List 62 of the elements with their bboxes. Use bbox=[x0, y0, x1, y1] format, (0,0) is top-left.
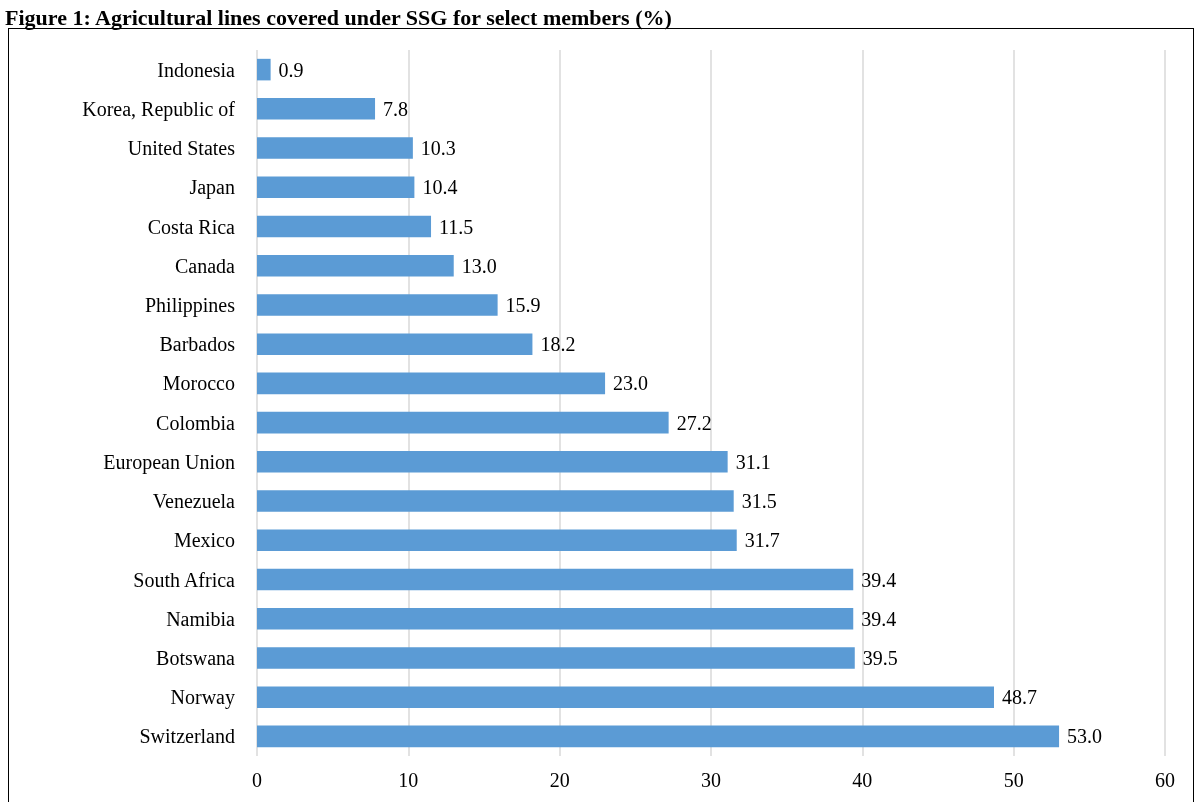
data-label: 10.4 bbox=[422, 176, 458, 199]
data-label: 31.1 bbox=[735, 450, 771, 473]
bar bbox=[257, 686, 994, 708]
bar bbox=[257, 137, 413, 159]
x-tick-label: 20 bbox=[549, 769, 570, 791]
bar bbox=[257, 333, 533, 355]
bar bbox=[257, 215, 432, 238]
x-tick-label: 0 bbox=[252, 769, 262, 791]
x-tick-label: 10 bbox=[398, 769, 419, 791]
data-label: 10.3 bbox=[420, 137, 456, 160]
bar bbox=[257, 176, 415, 199]
y-tick-label: Canada bbox=[175, 254, 236, 277]
data-label: 0.9 bbox=[278, 58, 304, 81]
bar bbox=[257, 411, 669, 434]
bar bbox=[257, 529, 737, 552]
y-tick-label: Costa Rica bbox=[147, 215, 236, 238]
y-tick-label: Switzerland bbox=[139, 725, 235, 748]
data-label: 13.0 bbox=[461, 254, 497, 277]
x-tick-label: 40 bbox=[852, 769, 873, 791]
x-tick-label: 50 bbox=[1003, 769, 1024, 791]
data-label: 7.8 bbox=[383, 97, 409, 120]
chart-title: Figure 1: Agricultural lines covered under SSG for select members (%) bbox=[5, 4, 672, 30]
y-tick-label: Namibia bbox=[166, 607, 236, 630]
bar bbox=[257, 451, 728, 473]
data-label: 23.0 bbox=[613, 372, 649, 395]
y-tick-label: Korea, Republic of bbox=[82, 97, 236, 121]
y-tick-label: European Union bbox=[103, 450, 235, 474]
data-label: 31.7 bbox=[744, 529, 780, 552]
bar bbox=[257, 490, 734, 512]
bar bbox=[257, 294, 498, 316]
data-label: 48.7 bbox=[1001, 686, 1037, 709]
y-tick-label: Norway bbox=[170, 686, 235, 710]
x-tick-label: 30 bbox=[701, 769, 721, 791]
y-tick-label: Mexico bbox=[173, 529, 235, 552]
bar bbox=[257, 647, 855, 669]
y-tick-label: Venezuela bbox=[152, 490, 236, 513]
y-tick-label: Botswana bbox=[156, 646, 236, 669]
y-tick-label: Indonesia bbox=[157, 58, 236, 81]
y-tick-label: United States bbox=[127, 137, 236, 160]
y-tick-label: Colombia bbox=[156, 411, 236, 434]
bar bbox=[257, 725, 1060, 748]
data-label: 53.0 bbox=[1067, 725, 1103, 748]
y-tick-label: Japan bbox=[189, 176, 235, 200]
x-tick-label: 60 bbox=[1155, 769, 1175, 791]
y-tick-label: Barbados bbox=[159, 333, 236, 356]
data-label: 11.5 bbox=[439, 215, 474, 238]
bar bbox=[257, 568, 854, 591]
bar bbox=[257, 58, 271, 81]
data-label: 27.2 bbox=[676, 411, 712, 434]
data-label: 31.5 bbox=[741, 490, 777, 513]
data-label: 15.9 bbox=[505, 293, 541, 316]
data-label: 39.4 bbox=[861, 568, 897, 591]
y-tick-label: Morocco bbox=[162, 372, 235, 395]
bar bbox=[257, 254, 454, 277]
bar bbox=[257, 98, 376, 120]
data-label: 39.5 bbox=[862, 646, 898, 669]
y-tick-label: South Africa bbox=[133, 568, 236, 591]
bar bbox=[257, 607, 854, 630]
data-label: 39.4 bbox=[861, 607, 897, 630]
bar bbox=[257, 372, 606, 395]
data-label: 18.2 bbox=[540, 333, 576, 356]
y-tick-label: Philippines bbox=[144, 293, 236, 317]
